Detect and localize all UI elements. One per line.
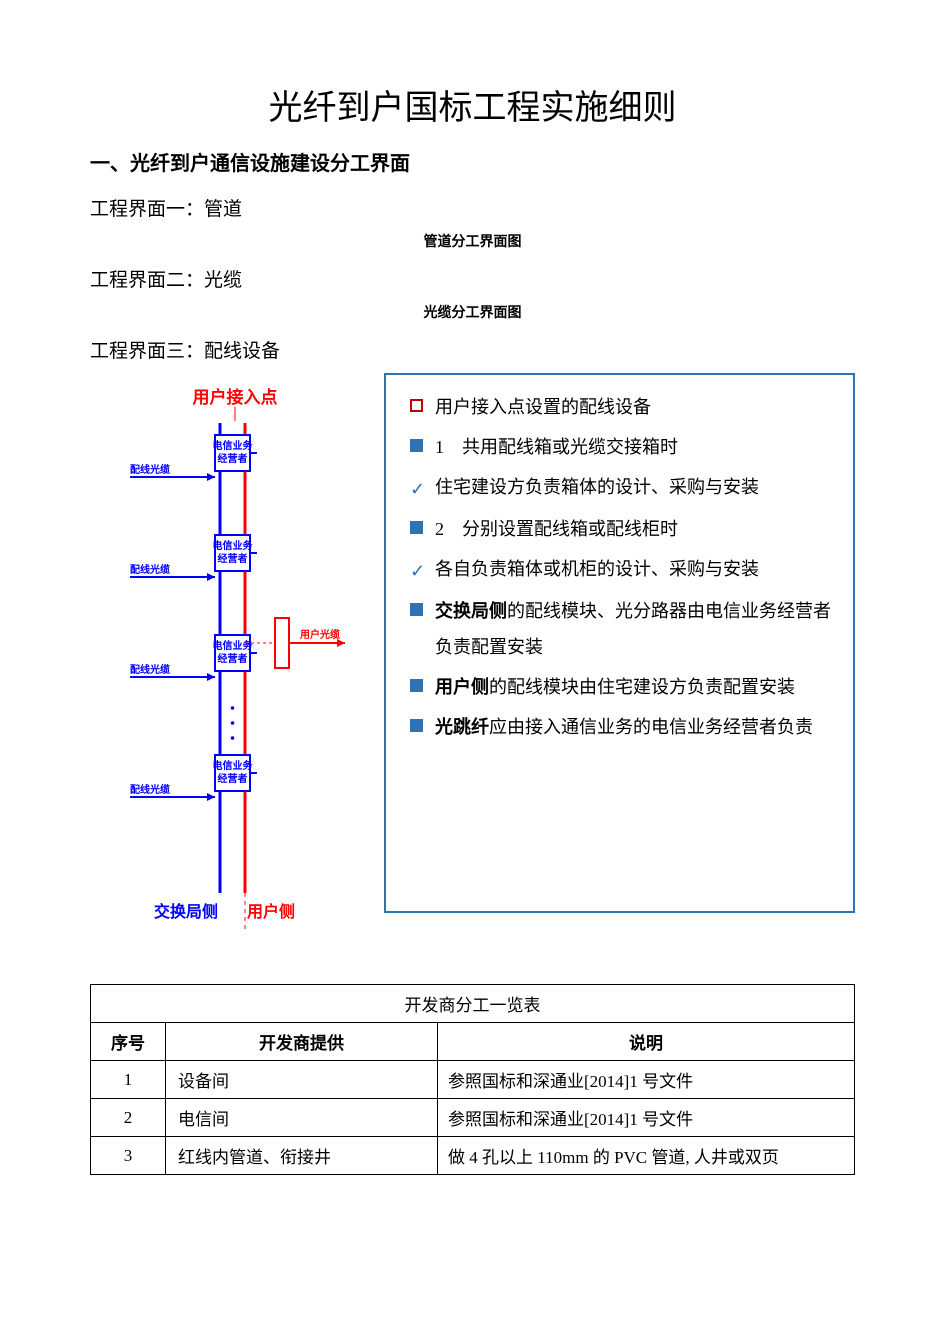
notes-item-text: 住宅建设方负责箱体的设计、采购与安装 [435,469,759,505]
section-heading: 一、光纤到户通信设施建设分工界面 [90,147,855,176]
notes-item: 交换局侧的配线模块、光分路器由电信业务经营者负责配置安装 [410,593,837,665]
notes-item-text: 各自负责箱体或机柜的设计、采购与安装 [435,551,759,587]
col-header-provide: 开发商提供 [166,1023,438,1061]
interface-two-subtitle: 光缆分工界面图 [90,302,855,322]
notes-item: ✓ 住宅建设方负责箱体的设计、采购与安装 [410,469,837,507]
svg-text:经营者: 经营者 [218,552,248,565]
notes-header-text: 用户接入点设置的配线设备 [435,389,651,425]
notes-item-text: 2 分别设置配线箱或配线柜时 [435,511,678,547]
diagram-column: 用户接入点电信业务经营者配线光缆电信业务经营者配线光缆电信业务经营者配线光缆电信… [90,373,370,958]
cell-num: 1 [91,1061,166,1099]
cell-desc: 参照国标和深通业[2014]1 号文件 [438,1099,855,1137]
svg-text:经营者: 经营者 [218,452,248,465]
svg-text:用户接入点: 用户接入点 [193,387,278,407]
table-row: 1设备间参照国标和深通业[2014]1 号文件 [91,1061,855,1099]
cell-provide: 电信间 [166,1099,438,1137]
interface-two-label: 工程界面二：光缆 [90,265,855,292]
table-header-row: 序号 开发商提供 说明 [91,1023,855,1061]
notes-item-text: 交换局侧的配线模块、光分路器由电信业务经营者负责配置安装 [435,593,837,665]
check-icon: ✓ [410,471,425,507]
square-bullet-icon [410,719,423,732]
notes-item: 光跳纤应由接入通信业务的电信业务经营者负责 [410,709,837,745]
notes-item-text: 光跳纤应由接入通信业务的电信业务经营者负责 [435,709,813,745]
square-bullet-icon [410,521,423,534]
svg-text:电信业务: 电信业务 [213,759,254,772]
access-point-diagram: 用户接入点电信业务经营者配线光缆电信业务经营者配线光缆电信业务经营者配线光缆电信… [90,373,370,953]
notes-item: ✓ 各自负责箱体或机柜的设计、采购与安装 [410,551,837,589]
svg-text:配线光缆: 配线光缆 [130,663,170,676]
svg-text:电信业务: 电信业务 [213,439,254,452]
cell-num: 3 [91,1137,166,1175]
svg-text:配线光缆: 配线光缆 [130,463,170,476]
notes-item: 用户侧的配线模块由住宅建设方负责配置安装 [410,669,837,705]
developer-table: 开发商分工一览表 序号 开发商提供 说明 1设备间参照国标和深通业[2014]1… [90,984,855,1175]
notes-item: 2 分别设置配线箱或配线柜时 [410,511,837,547]
svg-text:配线光缆: 配线光缆 [130,563,170,576]
cell-desc: 做 4 孔以上 110mm 的 PVC 管道, 人井或双页 [438,1137,855,1175]
notes-list: 用户接入点设置的配线设备 1 共用配线箱或光缆交接箱时 ✓ 住宅建设方负责箱体的设计、… [410,389,837,745]
interface-three-label: 工程界面三：配线设备 [90,336,855,363]
svg-text:电信业务: 电信业务 [213,539,254,552]
svg-text:交换局侧: 交换局侧 [154,902,218,921]
cell-provide: 红线内管道、衔接井 [166,1137,438,1175]
col-header-desc: 说明 [438,1023,855,1061]
notes-item-text: 1 共用配线箱或光缆交接箱时 [435,429,678,465]
square-bullet-icon [410,679,423,692]
svg-text:电信业务: 电信业务 [213,639,254,652]
table-row: 2电信间参照国标和深通业[2014]1 号文件 [91,1099,855,1137]
interface-one-label: 工程界面一：管道 [90,194,855,221]
document-page: 光纤到户国标工程实施细则 一、光纤到户通信设施建设分工界面 工程界面一：管道 管… [0,0,945,1215]
square-bullet-icon [410,439,423,452]
cell-num: 2 [91,1099,166,1137]
cell-provide: 设备间 [166,1061,438,1099]
col-header-num: 序号 [91,1023,166,1061]
diagram-and-notes-row: 用户接入点电信业务经营者配线光缆电信业务经营者配线光缆电信业务经营者配线光缆电信… [90,373,855,958]
square-outline-icon [410,399,423,412]
svg-text:用户光缆: 用户光缆 [299,628,340,641]
notes-box: 用户接入点设置的配线设备 1 共用配线箱或光缆交接箱时 ✓ 住宅建设方负责箱体的设计、… [384,373,855,913]
svg-text:经营者: 经营者 [218,652,248,665]
page-title: 光纤到户国标工程实施细则 [90,80,855,129]
notes-item: 1 共用配线箱或光缆交接箱时 [410,429,837,465]
square-bullet-icon [410,603,423,616]
check-icon: ✓ [410,553,425,589]
table-title: 开发商分工一览表 [91,985,855,1023]
notes-item-text: 用户侧的配线模块由住宅建设方负责配置安装 [435,669,795,705]
cell-desc: 参照国标和深通业[2014]1 号文件 [438,1061,855,1099]
svg-text:配线光缆: 配线光缆 [130,783,170,796]
interface-one-subtitle: 管道分工界面图 [90,231,855,251]
svg-text:用户侧: 用户侧 [247,902,295,921]
table-row: 3红线内管道、衔接井做 4 孔以上 110mm 的 PVC 管道, 人井或双页 [91,1137,855,1175]
svg-text:经营者: 经营者 [218,772,248,785]
